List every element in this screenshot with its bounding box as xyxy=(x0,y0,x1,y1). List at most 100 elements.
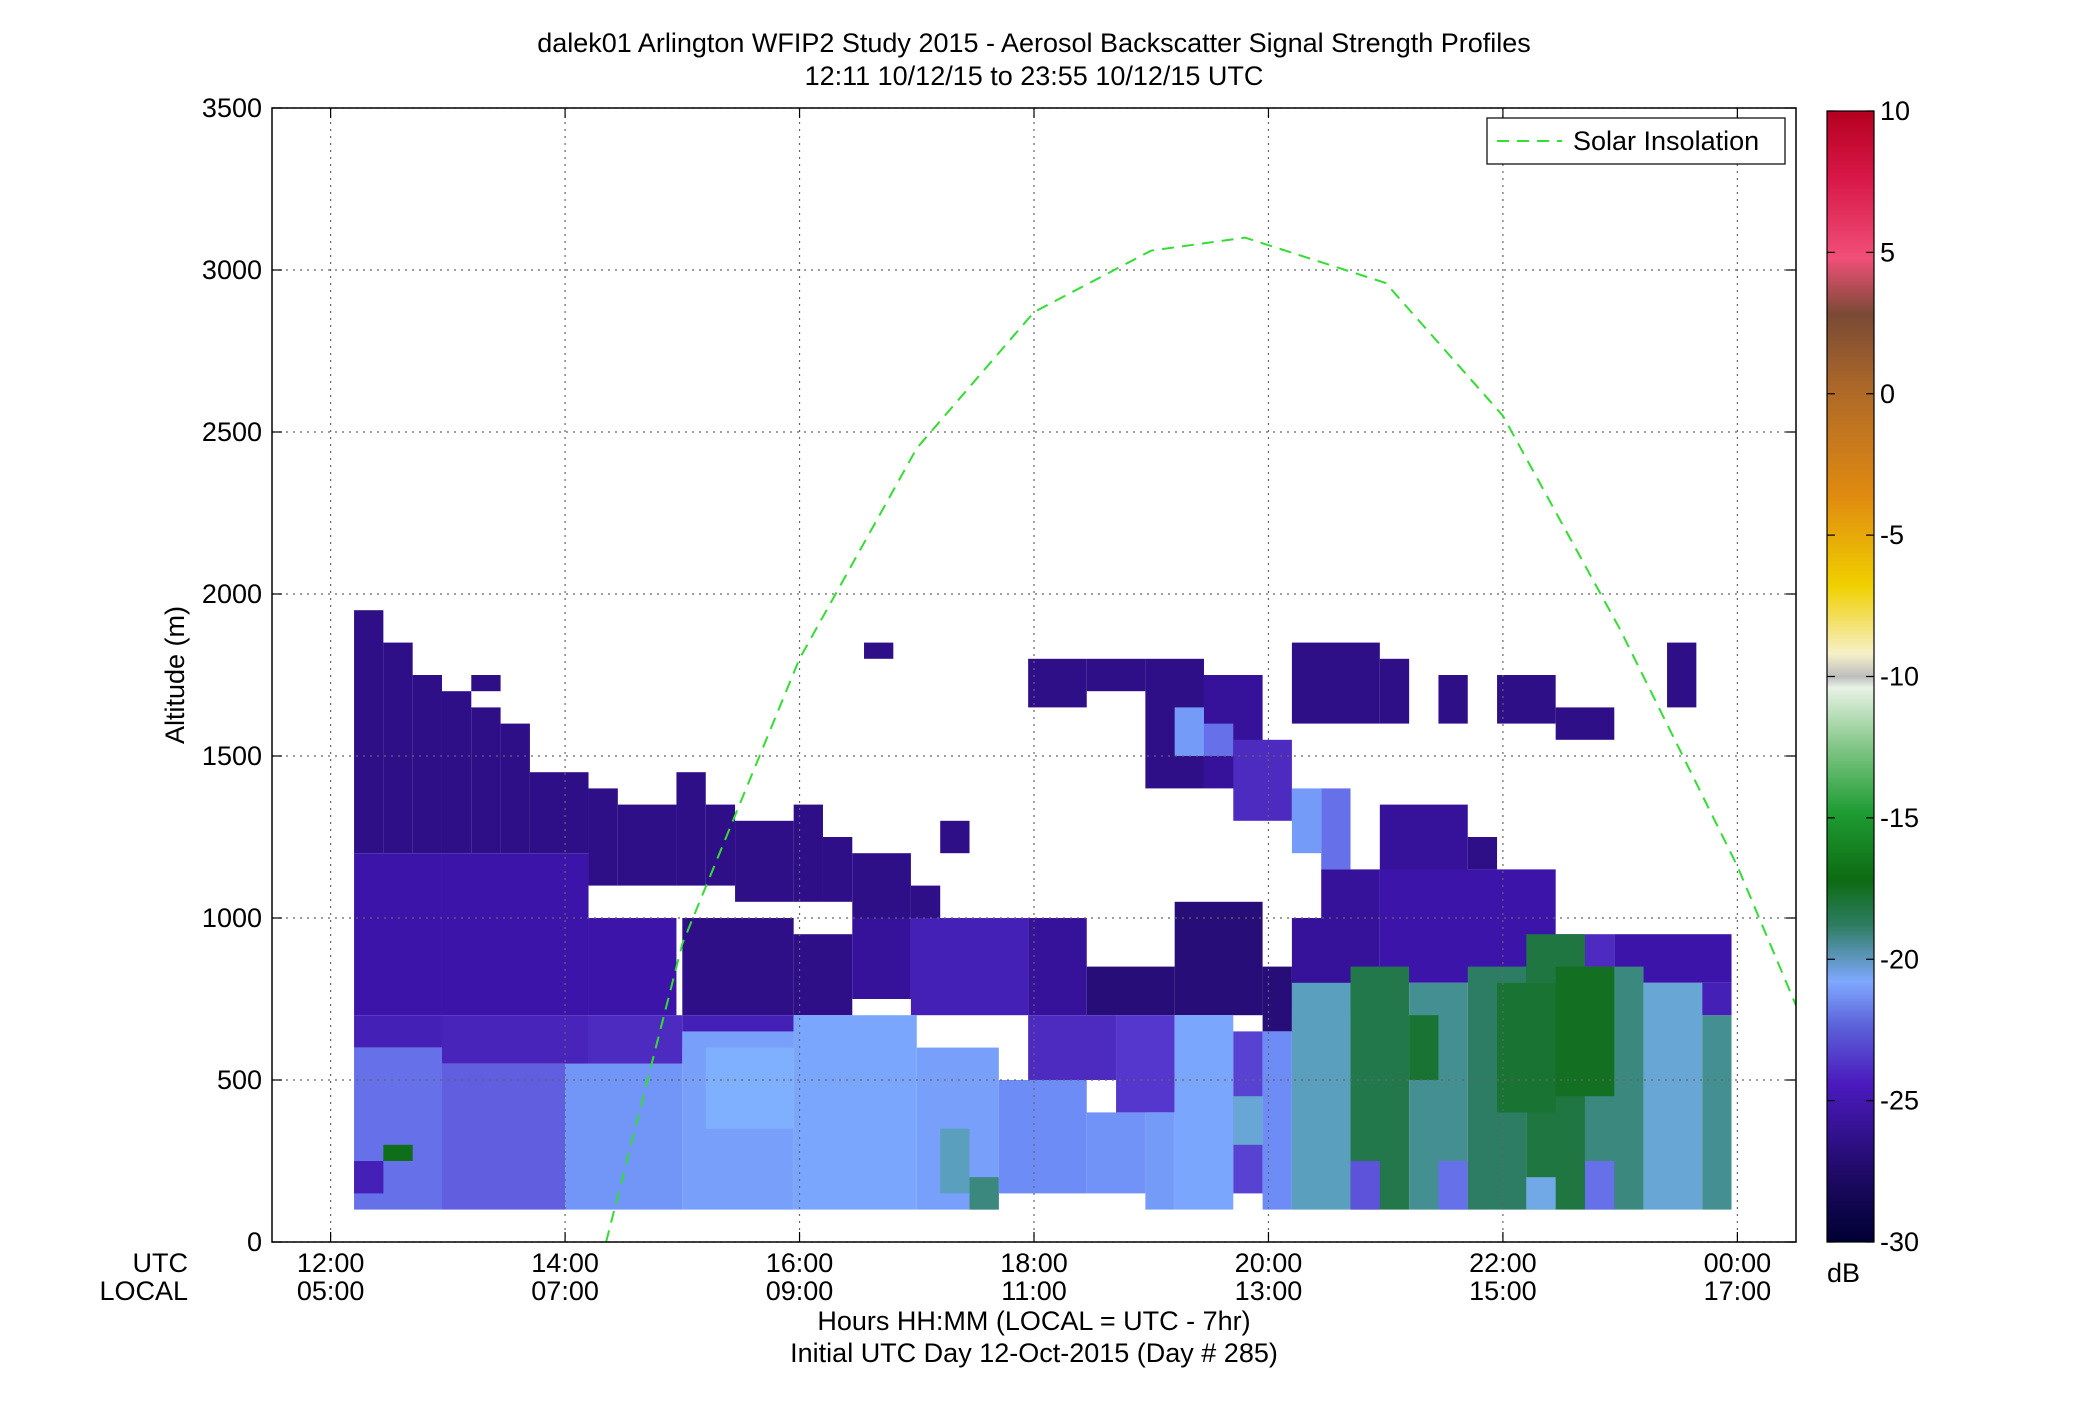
heatmap-cell xyxy=(1409,1015,1439,1080)
x-tick-label-local: 17:00 xyxy=(1704,1276,1772,1306)
heatmap-cell xyxy=(441,1015,589,1064)
x-axis-label: Hours HH:MM (LOCAL = UTC - 7hr) xyxy=(817,1306,1250,1336)
y-tick-labels: 0 500 1000 1500 2000 2500 3000 3500 xyxy=(202,93,262,1257)
y-axis-label: Altitude (m) xyxy=(160,606,190,744)
heatmap-cell xyxy=(1174,707,1204,756)
colorbar-tick-label: -5 xyxy=(1880,520,1904,550)
colorbar-ticks: 10 5 0 -5 -10 -15 -20 -25 -30 xyxy=(1827,96,1919,1257)
heatmap-cell xyxy=(1233,1096,1263,1145)
heatmap-cell xyxy=(1174,901,1263,1016)
heatmap-cell xyxy=(1262,1031,1292,1210)
x-tick-label-local: 13:00 xyxy=(1235,1276,1303,1306)
heatmap-cell xyxy=(998,1080,1087,1194)
heatmap-cell xyxy=(471,675,501,692)
solar-insolation-line xyxy=(605,236,1796,1242)
heatmap-cell xyxy=(1526,1177,1556,1210)
colorbar-tick-label: 5 xyxy=(1880,237,1895,267)
legend: Solar Insolation xyxy=(1486,117,1786,165)
heatmap-cell xyxy=(910,918,1029,1016)
heatmap-cell xyxy=(1262,966,1292,1032)
heatmap-cell xyxy=(1702,1015,1732,1210)
heatmap-cell xyxy=(1350,1161,1380,1210)
heatmap-cell xyxy=(500,723,530,854)
x-row-label-utc: UTC xyxy=(133,1248,189,1278)
x-tick-label-utc: 18:00 xyxy=(1000,1248,1068,1278)
heatmap-cell xyxy=(676,772,706,886)
heatmap-cell xyxy=(1497,982,1556,1113)
heatmap-cell xyxy=(682,918,794,1016)
heatmap-cell xyxy=(793,1015,917,1210)
heatmap-cell xyxy=(441,853,589,1016)
heatmap-cell xyxy=(705,1047,794,1129)
heatmap-cell xyxy=(1555,966,1615,1097)
y-tick-label: 1000 xyxy=(202,903,262,933)
heatmap-cell xyxy=(1174,1015,1234,1210)
colorbar-tick-label: -25 xyxy=(1880,1086,1919,1116)
heatmap-cell xyxy=(969,1177,999,1210)
colorbar-tick-label: -30 xyxy=(1880,1227,1919,1257)
x-tick-label-utc: 14:00 xyxy=(531,1248,599,1278)
x-tick-label-local: 07:00 xyxy=(531,1276,599,1306)
heatmap-cell xyxy=(864,642,894,659)
heatmap-cell xyxy=(735,820,794,902)
heatmap-cell xyxy=(1291,788,1322,854)
y-tick-label: 2500 xyxy=(202,417,262,447)
x-tick-label-local: 11:00 xyxy=(1001,1276,1067,1306)
axis-ticks xyxy=(272,107,1796,1243)
y-tick-label: 1500 xyxy=(202,741,262,771)
heatmap-cell xyxy=(354,1015,442,1048)
heatmap-cell xyxy=(910,885,941,918)
colorbar-tick-label: -10 xyxy=(1880,662,1919,692)
x-tick-label-local: 05:00 xyxy=(297,1276,365,1306)
heatmap-cell xyxy=(940,1128,970,1194)
heatmap-cell xyxy=(383,1144,413,1161)
heatmap-cell xyxy=(1116,1015,1175,1113)
heatmap-cell xyxy=(412,675,442,854)
heatmap-cell xyxy=(940,820,970,854)
x-tick-label-utc: 00:00 xyxy=(1704,1248,1772,1278)
heatmap-cell xyxy=(1086,966,1175,1016)
heatmap-cell xyxy=(354,1161,384,1194)
heatmap-cell xyxy=(1028,1015,1117,1080)
x-tick-label-local: 09:00 xyxy=(766,1276,834,1306)
heatmap-cell xyxy=(1379,658,1410,724)
legend-box xyxy=(1486,117,1786,165)
heatmap-cell xyxy=(822,837,853,902)
x-row-label-local: LOCAL xyxy=(99,1276,188,1306)
heatmap-cell xyxy=(1555,707,1615,740)
heatmap-cell xyxy=(1321,788,1351,870)
heatmap-cell xyxy=(617,804,677,886)
colorbar-tick-label: -15 xyxy=(1880,803,1919,833)
heatmap-cell xyxy=(588,1015,683,1064)
heatmap-cell xyxy=(383,642,413,854)
heatmap-cell xyxy=(565,1063,683,1210)
heatmap-cell xyxy=(1145,1112,1175,1210)
colorbar-tick-label: 10 xyxy=(1880,96,1910,126)
heatmap-cell xyxy=(1291,642,1380,724)
heatmap-cell xyxy=(1438,675,1468,724)
heatmap-cell xyxy=(1203,723,1234,756)
heatmap-cell xyxy=(793,804,823,902)
heatmap-cell xyxy=(1233,739,1292,821)
heatmap-cell xyxy=(1702,982,1732,1016)
chart-title: dalek01 Arlington WFIP2 Study 2015 - Aer… xyxy=(537,28,1531,58)
y-tick-label: 3000 xyxy=(202,255,262,285)
colorbar-tick-label: -20 xyxy=(1880,944,1919,974)
legend-entry-solar-insolation: Solar Insolation xyxy=(1573,126,1759,156)
heatmap-cell xyxy=(471,707,501,854)
heatmap-cell xyxy=(1497,675,1556,724)
colorbar-unit: dB xyxy=(1827,1258,1860,1288)
heatmap-cell xyxy=(852,853,911,918)
x-tick-label-utc: 12:00 xyxy=(297,1248,365,1278)
y-tick-label: 2000 xyxy=(202,579,262,609)
heatmap-cell xyxy=(1291,982,1351,1210)
heatmap-cell xyxy=(354,610,384,854)
x-tick-label-utc: 22:00 xyxy=(1469,1248,1537,1278)
heatmap-cells xyxy=(354,610,1732,1210)
heatmap-cell xyxy=(529,772,589,854)
y-tick-label: 500 xyxy=(217,1065,262,1095)
heatmap-cell xyxy=(1028,658,1087,708)
heatmap-cell xyxy=(1321,869,1380,918)
heatmap-cell xyxy=(1438,1161,1468,1210)
